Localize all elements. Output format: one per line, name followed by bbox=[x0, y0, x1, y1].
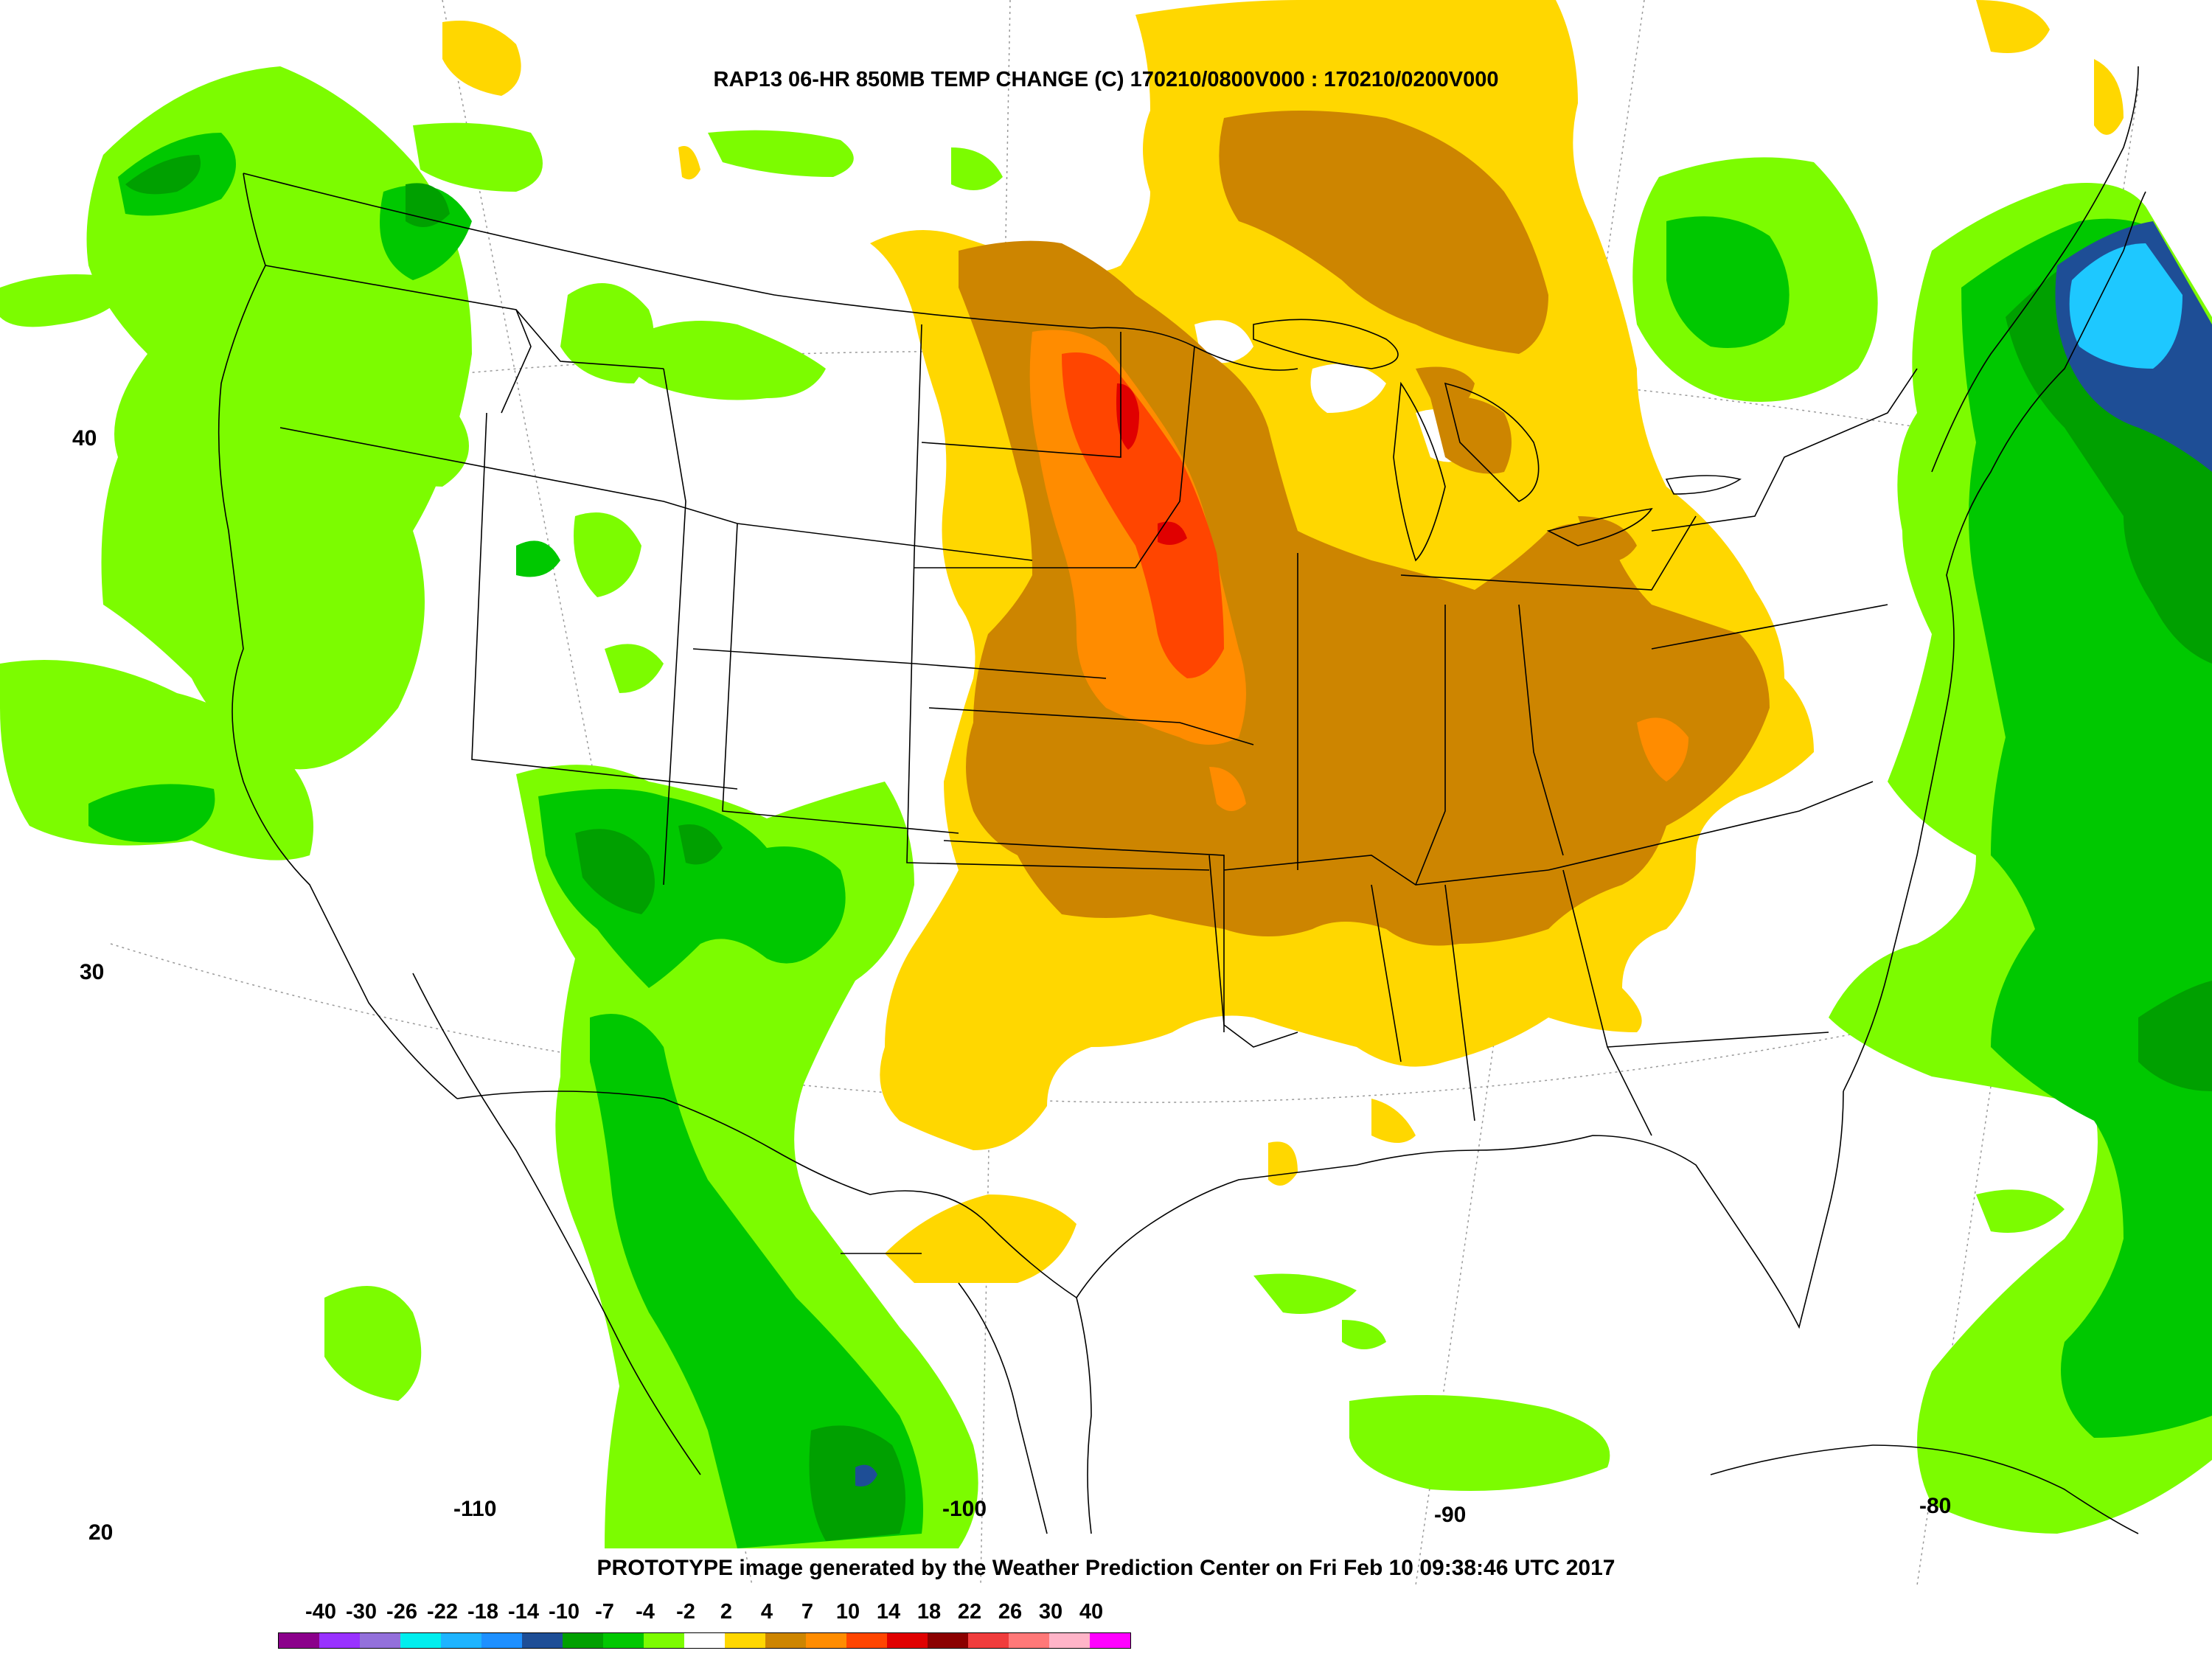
legend-tick-label: -18 bbox=[467, 1600, 498, 1624]
cooling-blue-areas bbox=[855, 221, 2212, 1486]
legend-swatch bbox=[806, 1633, 846, 1648]
legend-tick-label: 26 bbox=[998, 1600, 1023, 1624]
legend-swatch bbox=[603, 1633, 644, 1648]
latitude-label-20: 20 bbox=[88, 1520, 114, 1545]
legend-swatch bbox=[441, 1633, 481, 1648]
legend-swatch bbox=[400, 1633, 441, 1648]
legend-tick-label: 10 bbox=[835, 1600, 860, 1624]
footer-credit: PROTOTYPE image generated by the Weather… bbox=[597, 1556, 1615, 1580]
warming-brown-areas bbox=[959, 111, 1770, 946]
legend-swatch bbox=[725, 1633, 765, 1648]
legend-swatch bbox=[968, 1633, 1009, 1648]
legend-swatch bbox=[279, 1633, 319, 1648]
legend-swatch bbox=[846, 1633, 887, 1648]
legend-swatch bbox=[644, 1633, 684, 1648]
legend-tick-label: -30 bbox=[346, 1600, 377, 1624]
legend-tick-label: 2 bbox=[720, 1600, 733, 1624]
legend-swatch bbox=[1009, 1633, 1049, 1648]
legend-swatch bbox=[1090, 1633, 1130, 1648]
state-and-coast-outlines bbox=[218, 66, 2146, 1534]
legend-tick-label: 40 bbox=[1079, 1600, 1104, 1624]
map-title: RAP13 06-HR 850MB TEMP CHANGE (C) 170210… bbox=[713, 68, 1499, 91]
legend-tick-label: -22 bbox=[427, 1600, 458, 1624]
longitude-label-110: -110 bbox=[453, 1497, 497, 1521]
legend-tick-label: -10 bbox=[549, 1600, 580, 1624]
legend-swatch bbox=[765, 1633, 806, 1648]
legend-swatch bbox=[928, 1633, 968, 1648]
legend-tick-label: -26 bbox=[386, 1600, 417, 1624]
legend-swatch bbox=[319, 1633, 360, 1648]
legend-swatch bbox=[887, 1633, 928, 1648]
legend-tick-label: -2 bbox=[676, 1600, 695, 1624]
legend-swatch bbox=[684, 1633, 725, 1648]
legend-tick-label: 22 bbox=[957, 1600, 982, 1624]
latitude-label-30: 30 bbox=[80, 960, 105, 984]
legend-swatch bbox=[1049, 1633, 1090, 1648]
legend-tick-label: 4 bbox=[760, 1600, 773, 1624]
legend-swatch bbox=[481, 1633, 522, 1648]
legend-tick-label: 14 bbox=[876, 1600, 901, 1624]
legend-tick-label: 30 bbox=[1038, 1600, 1063, 1624]
longitude-label-100: -100 bbox=[942, 1497, 987, 1521]
legend-swatch bbox=[360, 1633, 400, 1648]
legend-tick-label: 7 bbox=[801, 1600, 814, 1624]
legend-swatch bbox=[522, 1633, 563, 1648]
legend-tick-label: 18 bbox=[917, 1600, 942, 1624]
longitude-label-90: -90 bbox=[1434, 1503, 1467, 1527]
legend-tick-label: -14 bbox=[508, 1600, 539, 1624]
warming-red-orange-areas bbox=[1062, 352, 1224, 678]
latitude-label-40: 40 bbox=[72, 426, 97, 451]
longitude-label-80: -80 bbox=[1919, 1494, 1952, 1518]
legend-tick-label: -7 bbox=[595, 1600, 614, 1624]
color-legend-bar bbox=[278, 1632, 1131, 1649]
legend-tick-label: -4 bbox=[636, 1600, 655, 1624]
warming-dark-red-areas bbox=[1116, 383, 1187, 545]
legend-tick-label: -40 bbox=[305, 1600, 336, 1624]
legend-swatch bbox=[563, 1633, 603, 1648]
